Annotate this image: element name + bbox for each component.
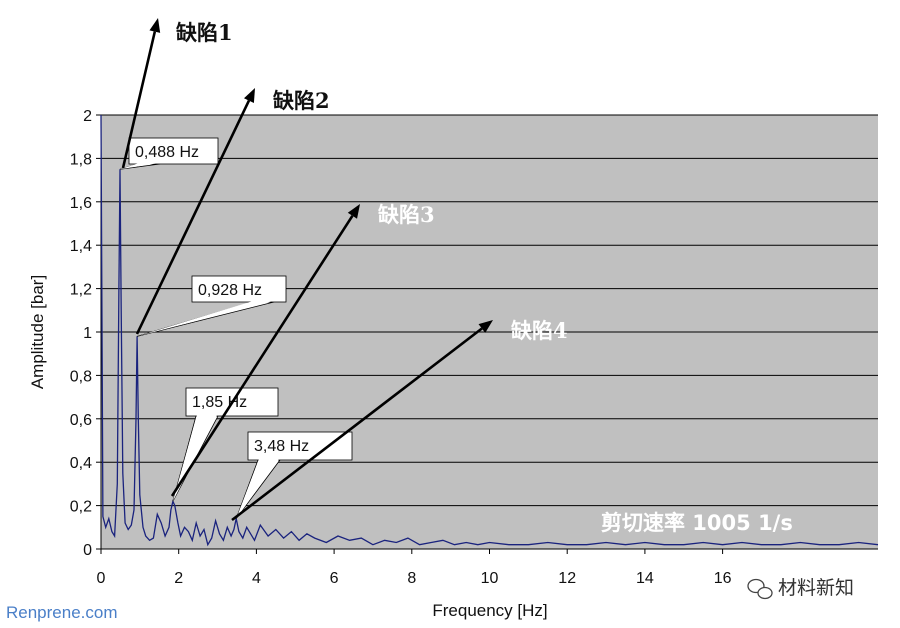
y-tick-label: 1,2	[70, 282, 92, 299]
callout-pointer-fill	[119, 163, 159, 170]
callout-box	[128, 137, 219, 165]
x-tick-label: 4	[252, 570, 261, 587]
x-tick-label: 16	[714, 570, 732, 587]
defect-arrows	[121, 18, 493, 522]
callout-box	[247, 431, 353, 461]
y-tick-label: 1,4	[70, 238, 92, 255]
watermark-right: 材料新知	[778, 577, 854, 599]
y-tick-label: 1,8	[70, 151, 92, 168]
defect-arrow-shaft	[170, 215, 354, 497]
defect-arrow-head	[347, 204, 360, 219]
gridlines	[101, 114, 878, 507]
defect-arrow-head	[478, 320, 493, 333]
callout-label: 0,928 Hz	[198, 282, 262, 299]
y-axis-title: Amplitude [bar]	[28, 275, 47, 389]
defect-label-2: 缺陷2	[273, 88, 330, 113]
x-tick-label: 6	[330, 570, 339, 587]
defect-arrow-shaft	[231, 327, 483, 522]
callout-label: 3,48 Hz	[254, 438, 309, 455]
y-tick-label: 0,2	[70, 499, 92, 516]
callout-box	[191, 275, 287, 303]
callout-label: 0,488 Hz	[135, 144, 199, 161]
x-tick-label: 8	[407, 570, 416, 587]
defect-label-4: 缺陷4	[511, 318, 568, 343]
defect-label-1: 缺陷1	[176, 20, 233, 45]
x-tick-label: 2	[174, 570, 183, 587]
y-tick-label: 0,4	[70, 455, 92, 472]
shear-rate-label: 剪切速率 1005 1/s	[601, 511, 793, 535]
x-tick-label: 10	[481, 570, 499, 587]
y-tick-label: 1	[83, 325, 92, 342]
y-tick-label: 1,6	[70, 195, 92, 212]
x-axis-title: Frequency [Hz]	[432, 601, 547, 620]
y-tick-label: 0,6	[70, 412, 92, 429]
defect-arrow-shaft	[121, 31, 157, 169]
y-tick-label: 0,8	[70, 368, 92, 385]
defect-labels: 缺陷1 缺陷2 缺陷3 缺陷4	[176, 20, 568, 343]
wechat-icon	[747, 578, 773, 600]
x-tick-label: 12	[558, 570, 576, 587]
y-tick-label: 0	[83, 542, 92, 559]
watermark-left: Renprene.com	[6, 603, 118, 622]
axis-ticks: 0 0,2 0,4 0,6 0,8 1 1,2 1,4 1,6 1,8 2 0 2 4 6 8 10 12 14 16	[70, 108, 878, 587]
defect-arrow-head	[149, 18, 161, 33]
defect-label-3: 缺陷3	[378, 202, 435, 227]
x-tick-label: 14	[636, 570, 654, 587]
callout-pointer-fill	[137, 301, 273, 337]
defect-arrow-shaft	[135, 100, 251, 335]
x-tick-label: 0	[97, 570, 106, 587]
amplitude-series-line	[100, 114, 879, 547]
y-tick-label: 2	[83, 108, 92, 125]
callout-label: 1,85 Hz	[192, 394, 247, 411]
defect-arrow-head	[243, 88, 255, 104]
callout-pointer-fill	[236, 459, 279, 519]
